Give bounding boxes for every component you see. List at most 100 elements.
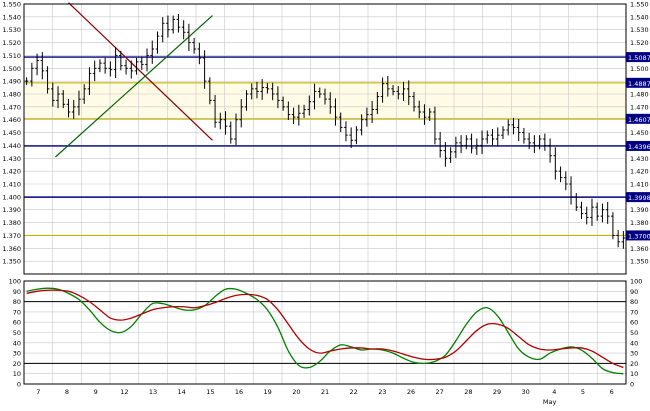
price-tick-label-left: 1.550 — [2, 1, 21, 9]
oscillator-lines — [26, 287, 624, 375]
oscillator-line-d — [26, 289, 624, 369]
price-tick-label-left: 1.500 — [2, 65, 21, 73]
price-level-label-box — [626, 140, 650, 151]
price-tick-label-left: 1.440 — [2, 142, 21, 150]
x-tick-label: 12 — [120, 388, 128, 396]
osc-tick-label-right: 0 — [630, 381, 634, 389]
price-horizontal-levels — [24, 56, 626, 237]
oscillator-line-k — [26, 287, 624, 375]
price-tick-label-left: 1.410 — [2, 181, 21, 189]
osc-tick-label-left: 10 — [13, 370, 21, 378]
price-tick-label-left: 1.370 — [2, 232, 21, 240]
price-tick-label-left: 1.490 — [2, 78, 21, 86]
price-level-label-box — [626, 52, 650, 63]
osc-tick-label-right: 30 — [630, 350, 638, 358]
x-tick-label: 5 — [581, 388, 585, 396]
price-level-label-box — [626, 192, 650, 203]
osc-tick-label-right: 10 — [630, 370, 638, 378]
x-tick-label: 9 — [94, 388, 98, 396]
price-level-label: 1.4607 — [628, 116, 650, 124]
osc-tick-label-left: 90 — [13, 288, 21, 296]
price-tick-label-right: 1.420 — [630, 168, 649, 176]
x-tick-label: 28 — [464, 388, 472, 396]
price-tick-label-right: 1.350 — [630, 258, 649, 266]
price-level-label-box — [626, 113, 650, 124]
osc-tick-label-right: 60 — [630, 319, 638, 327]
x-tick-label: 16 — [235, 388, 243, 396]
price-tick-label-left: 1.540 — [2, 13, 21, 21]
price-tick-label-left: 1.360 — [2, 245, 21, 253]
osc-tick-label-left: 80 — [13, 298, 21, 306]
osc-tick-label-left: 70 — [13, 308, 21, 316]
x-tick-label: 21 — [321, 388, 329, 396]
price-bars — [24, 14, 626, 249]
x-tick-label: 22 — [350, 388, 358, 396]
price-panel-frame — [23, 3, 627, 275]
price-tick-label-right: 1.410 — [630, 181, 649, 189]
x-tick-label: 8 — [65, 388, 69, 396]
price-tick-label-left: 1.430 — [2, 155, 21, 163]
x-tick-label: 4 — [552, 388, 556, 396]
x-tick-label: 14 — [178, 388, 186, 396]
price-level-label: 1.5087 — [628, 54, 650, 62]
price-tick-label-right: 1.480 — [630, 91, 649, 99]
price-tick-label-left: 1.400 — [2, 193, 21, 201]
trendline — [55, 15, 213, 158]
panel-frames — [23, 3, 627, 385]
x-tick-label: 29 — [493, 388, 501, 396]
price-tick-label-left: 1.350 — [2, 258, 21, 266]
osc-tick-label-right: 70 — [630, 308, 638, 316]
x-tick-label: 6 — [610, 388, 614, 396]
x-tick-label: 30 — [522, 388, 530, 396]
price-tick-label-left: 1.470 — [2, 103, 21, 111]
osc-tick-label-left: 100 — [9, 278, 21, 286]
osc-tick-label-left: 40 — [13, 339, 21, 347]
left-axis-labels: 1.350 1.360 1.370 1.380 1.390 1.400 1.410 1.420… — [2, 1, 21, 389]
price-level-label-box — [626, 230, 650, 241]
x-tick-label: 13 — [149, 388, 157, 396]
price-tick-label-right: 1.540 — [630, 13, 649, 21]
price-tick-label-right: 1.360 — [630, 245, 649, 253]
oscillator-panel-frame — [23, 280, 627, 385]
osc-tick-label-right: 90 — [630, 288, 638, 296]
price-tick-label-left: 1.530 — [2, 26, 21, 34]
price-tick-label-right: 1.520 — [630, 39, 649, 47]
osc-tick-label-right: 100 — [630, 278, 642, 286]
x-tick-label: 26 — [407, 388, 415, 396]
x-tick-label: 20 — [292, 388, 300, 396]
price-tick-label-left: 1.420 — [2, 168, 21, 176]
oscillator-levels — [24, 301, 626, 364]
level-value-labels: 1.5087 1.4887 1.4607 1.4396 1.3998 1.3700 — [626, 52, 650, 241]
price-tick-label-right: 1.390 — [630, 206, 649, 214]
price-level-label-box — [626, 77, 650, 88]
price-tick-label-left: 1.520 — [2, 39, 21, 47]
price-tick-label-left: 1.460 — [2, 116, 21, 124]
price-tick-label-right: 1.530 — [630, 26, 649, 34]
x-tick-label: 15 — [206, 388, 214, 396]
price-tick-label-right: 1.380 — [630, 219, 649, 227]
osc-tick-label-right: 20 — [630, 360, 638, 368]
osc-tick-label-left: 30 — [13, 350, 21, 358]
osc-tick-label-left: 0 — [17, 381, 21, 389]
price-tick-label-left: 1.480 — [2, 91, 21, 99]
price-tick-label-right: 1.550 — [630, 1, 649, 9]
osc-tick-label-left: 50 — [13, 329, 21, 337]
price-tick-label-right: 1.450 — [630, 129, 649, 137]
osc-tick-label-left: 20 — [13, 360, 21, 368]
osc-tick-label-right: 40 — [630, 339, 638, 347]
month-label: May — [543, 398, 557, 406]
price-tick-label-left: 1.380 — [2, 219, 21, 227]
price-tick-label-left: 1.450 — [2, 129, 21, 137]
price-level-label: 1.4396 — [628, 143, 650, 151]
x-tick-label: 23 — [378, 388, 386, 396]
osc-tick-label-right: 50 — [630, 329, 638, 337]
x-tick-label: 19 — [264, 388, 272, 396]
price-tick-label-right: 1.430 — [630, 155, 649, 163]
osc-tick-label-left: 60 — [13, 319, 21, 327]
price-tick-label-left: 1.510 — [2, 52, 21, 60]
price-trendlines — [55, 2, 213, 158]
price-level-label: 1.4887 — [628, 80, 650, 88]
